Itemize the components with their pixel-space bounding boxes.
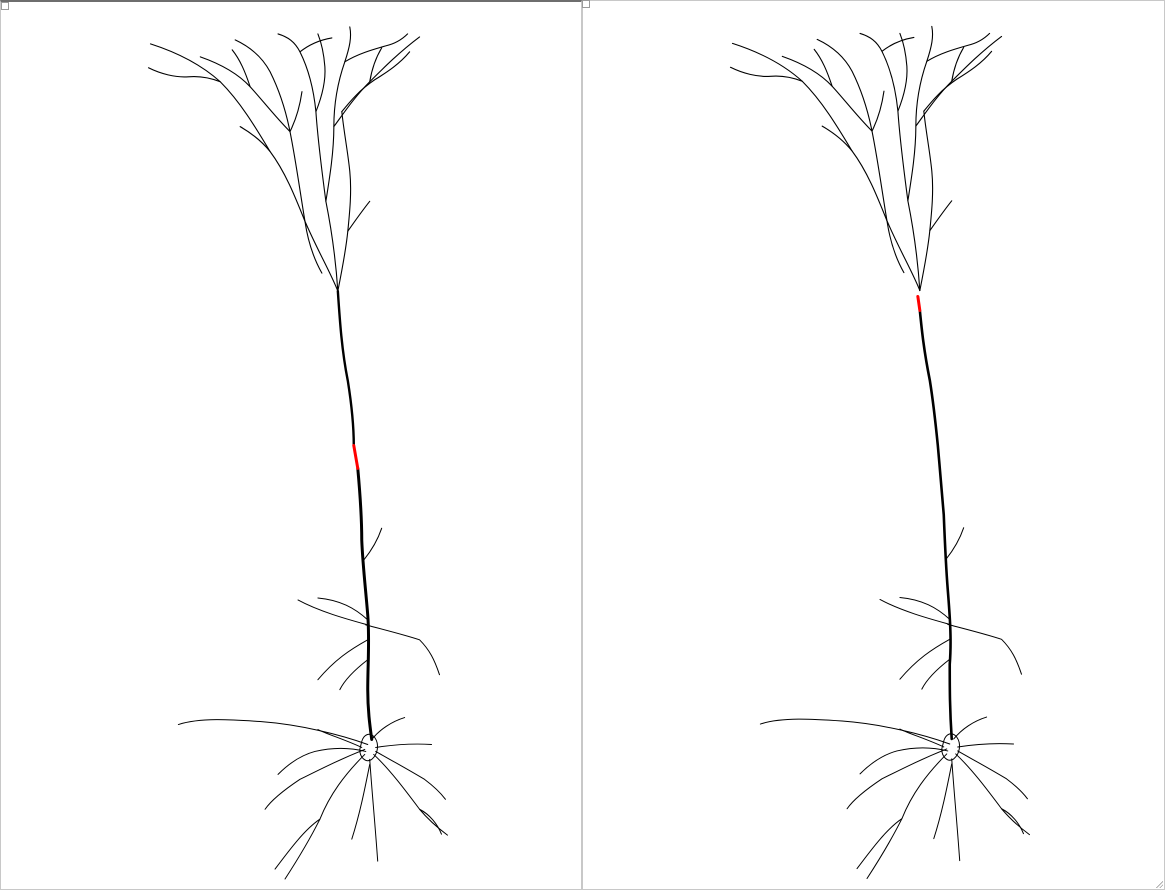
apical-tuft	[729, 25, 1003, 292]
window-corner-handle[interactable]	[582, 0, 590, 8]
neuron-panel-right[interactable]	[582, 0, 1165, 890]
neuron-panel-left[interactable]	[0, 0, 582, 890]
oblique-dendrites	[879, 527, 1022, 690]
apical-trunk	[336, 289, 374, 741]
highlighted-segment	[352, 444, 360, 470]
neuron-morphology-left	[147, 26, 448, 880]
apical-tuft	[147, 26, 421, 292]
highlighted-segment	[916, 295, 922, 312]
soma	[359, 733, 379, 762]
neuron-morphology-right	[729, 25, 1030, 880]
soma	[941, 733, 961, 761]
resize-grip-icon[interactable]	[1155, 880, 1163, 888]
oblique-dendrites	[297, 527, 440, 691]
basal-dendrites	[759, 716, 1030, 880]
basal-dendrites	[177, 717, 448, 880]
panel-corner-handle[interactable]	[1, 2, 9, 10]
apical-trunk	[916, 295, 954, 741]
